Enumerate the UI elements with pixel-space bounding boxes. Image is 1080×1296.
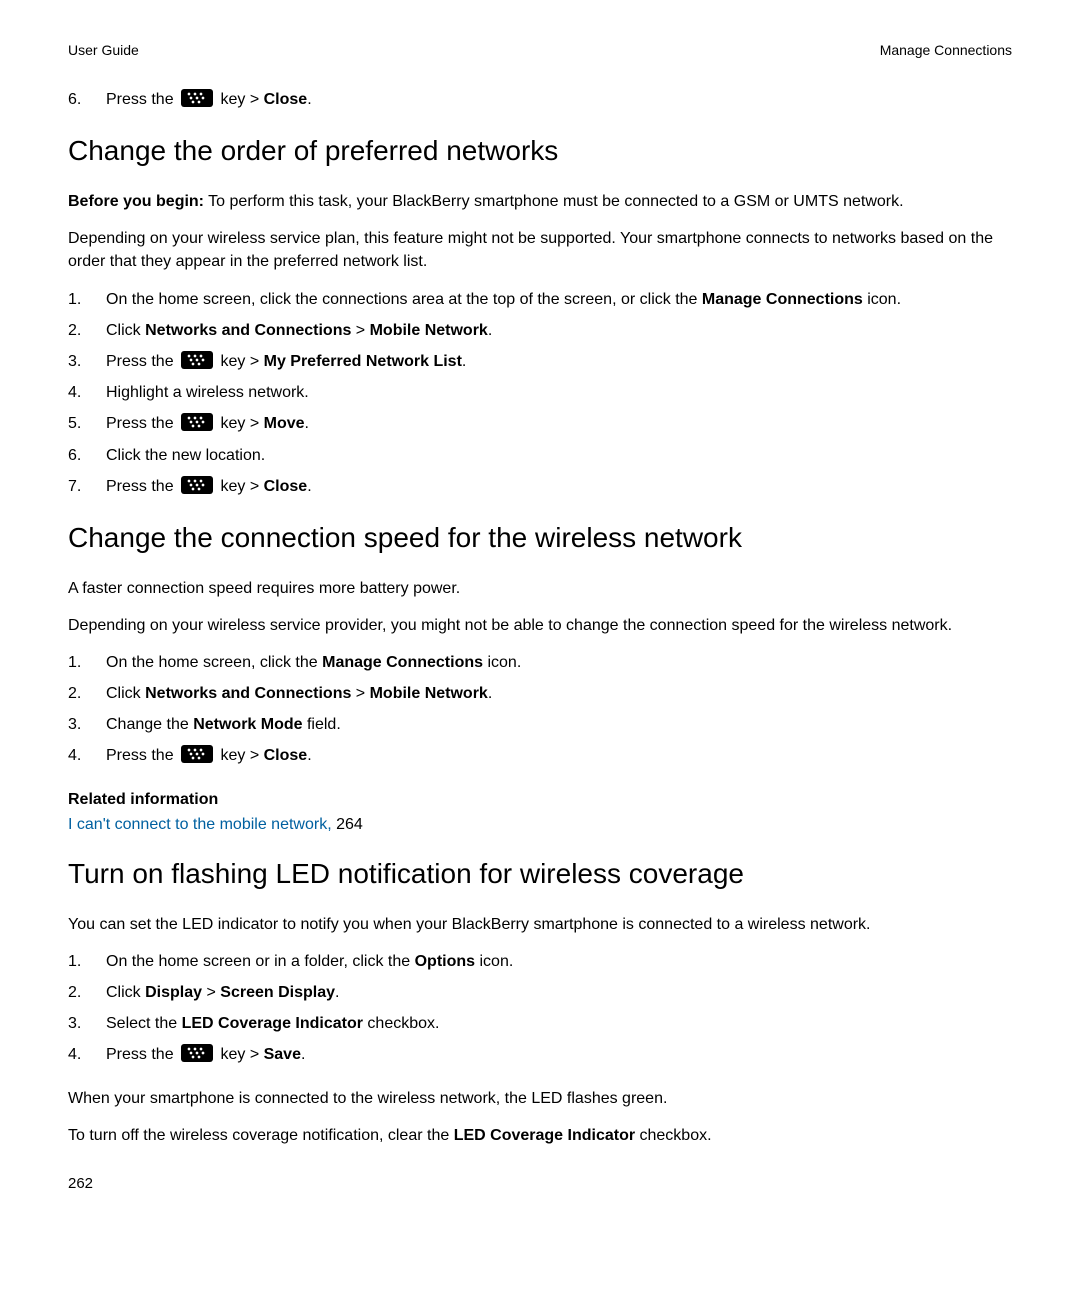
section3-para1: You can set the LED indicator to notify … xyxy=(68,913,1012,936)
step-number: 1. xyxy=(68,288,106,311)
related-info-line: I can't connect to the mobile network, 2… xyxy=(68,813,1012,836)
section2-steps: 1.On the home screen, click the Manage C… xyxy=(68,651,1012,768)
page-number: 262 xyxy=(68,1173,1012,1195)
before-you-begin: Before you begin: To perform this task, … xyxy=(68,190,1012,213)
step-text: Press the key > Save. xyxy=(106,1043,305,1066)
list-item: 4.Press the key > Save. xyxy=(68,1043,1012,1066)
step-number: 3. xyxy=(68,350,106,373)
step-text: Highlight a wireless network. xyxy=(106,381,309,404)
list-item: 1.On the home screen, click the Manage C… xyxy=(68,651,1012,674)
step-number: 2. xyxy=(68,682,106,705)
header-right: Manage Connections xyxy=(880,40,1012,60)
step-number: 3. xyxy=(68,713,106,736)
related-page-ref: 264 xyxy=(332,816,363,833)
step-text: Click Networks and Connections > Mobile … xyxy=(106,319,492,342)
list-item: 6.Click the new location. xyxy=(68,444,1012,467)
step-number: 2. xyxy=(68,981,106,1004)
list-item: 6. Press the key > Close. xyxy=(68,88,1012,111)
menu-key-icon xyxy=(181,89,213,107)
menu-key-icon xyxy=(181,413,213,431)
list-item: 3.Change the Network Mode field. xyxy=(68,713,1012,736)
section1-steps: 1.On the home screen, click the connecti… xyxy=(68,288,1012,498)
step-number: 4. xyxy=(68,1043,106,1066)
step-text: Change the Network Mode field. xyxy=(106,713,341,736)
section3-para3: To turn off the wireless coverage notifi… xyxy=(68,1124,1012,1147)
step-number: 6. xyxy=(68,444,106,467)
section1-para2: Depending on your wireless service plan,… xyxy=(68,227,1012,273)
section2-para2: Depending on your wireless service provi… xyxy=(68,614,1012,637)
header-left: User Guide xyxy=(68,40,139,60)
related-link[interactable]: I can't connect to the mobile network, xyxy=(68,816,332,833)
list-item: 2.Click Networks and Connections > Mobil… xyxy=(68,319,1012,342)
list-item: 1.On the home screen or in a folder, cli… xyxy=(68,950,1012,973)
section-heading-speed: Change the connection speed for the wire… xyxy=(68,518,1012,559)
section-heading-led: Turn on flashing LED notification for wi… xyxy=(68,854,1012,895)
step-text: Click the new location. xyxy=(106,444,265,467)
step-text: Press the key > Close. xyxy=(106,744,312,767)
step-number: 6. xyxy=(68,88,106,111)
step-number: 7. xyxy=(68,475,106,498)
step-text: Press the key > Close. xyxy=(106,88,312,111)
step-number: 5. xyxy=(68,412,106,435)
section2-para1: A faster connection speed requires more … xyxy=(68,577,1012,600)
page-header: User Guide Manage Connections xyxy=(68,40,1012,60)
top-continuation-step: 6. Press the key > Close. xyxy=(68,88,1012,111)
step-text: Press the key > Move. xyxy=(106,412,309,435)
list-item: 7.Press the key > Close. xyxy=(68,475,1012,498)
step-number: 2. xyxy=(68,319,106,342)
step-text: Press the key > My Preferred Network Lis… xyxy=(106,350,466,373)
related-info-heading: Related information xyxy=(68,788,1012,811)
menu-key-icon xyxy=(181,745,213,763)
list-item: 2.Click Display > Screen Display. xyxy=(68,981,1012,1004)
menu-key-icon xyxy=(181,1044,213,1062)
list-item: 4.Press the key > Close. xyxy=(68,744,1012,767)
step-number: 1. xyxy=(68,950,106,973)
step-text: Click Display > Screen Display. xyxy=(106,981,339,1004)
list-item: 3.Press the key > My Preferred Network L… xyxy=(68,350,1012,373)
step-number: 3. xyxy=(68,1012,106,1035)
step-number: 4. xyxy=(68,744,106,767)
list-item: 4.Highlight a wireless network. xyxy=(68,381,1012,404)
menu-key-icon xyxy=(181,476,213,494)
step-text: On the home screen, click the Manage Con… xyxy=(106,651,521,674)
step-text: On the home screen, click the connection… xyxy=(106,288,901,311)
list-item: 3.Select the LED Coverage Indicator chec… xyxy=(68,1012,1012,1035)
list-item: 2.Click Networks and Connections > Mobil… xyxy=(68,682,1012,705)
section-heading-order: Change the order of preferred networks xyxy=(68,131,1012,172)
step-text: Press the key > Close. xyxy=(106,475,312,498)
list-item: 1.On the home screen, click the connecti… xyxy=(68,288,1012,311)
step-text: Select the LED Coverage Indicator checkb… xyxy=(106,1012,439,1035)
step-number: 1. xyxy=(68,651,106,674)
step-text: Click Networks and Connections > Mobile … xyxy=(106,682,492,705)
step-text: On the home screen or in a folder, click… xyxy=(106,950,513,973)
list-item: 5.Press the key > Move. xyxy=(68,412,1012,435)
menu-key-icon xyxy=(181,351,213,369)
section3-steps: 1.On the home screen or in a folder, cli… xyxy=(68,950,1012,1067)
section3-para2: When your smartphone is connected to the… xyxy=(68,1087,1012,1110)
step-number: 4. xyxy=(68,381,106,404)
